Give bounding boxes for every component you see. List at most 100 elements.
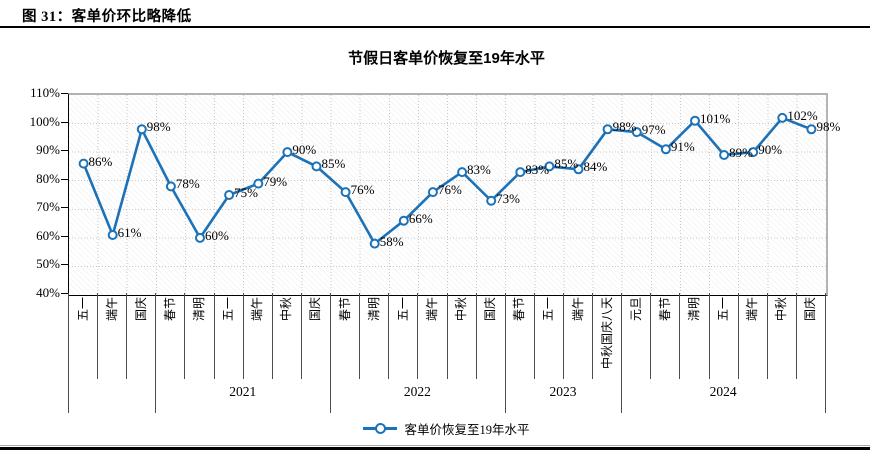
data-point-marker (107, 230, 118, 240)
data-point-marker (544, 161, 555, 172)
x-axis-label: 春节 (162, 297, 177, 322)
data-point-label: 101% (699, 110, 731, 126)
data-point-marker (806, 124, 817, 135)
x-cell-separator (475, 293, 477, 379)
data-point-marker (224, 190, 235, 200)
y-axis-label: 50% (36, 256, 60, 272)
y-axis-tick (61, 178, 68, 180)
plot-area (68, 93, 828, 296)
data-point-label: 85% (321, 156, 346, 172)
x-cell-separator (242, 293, 244, 379)
data-point-marker (457, 167, 468, 178)
x-cell-separator (300, 293, 302, 379)
data-point-marker (631, 127, 642, 138)
data-point-marker (690, 115, 700, 126)
data-point-label: 97% (641, 122, 666, 138)
x-axis-label: 国庆 (483, 297, 498, 322)
data-point-label: 61% (117, 225, 142, 240)
year-group-separator (155, 293, 157, 413)
x-axis-label: 中秋 (774, 297, 789, 322)
bottom-rule (0, 447, 870, 450)
x-axis-label: 国庆 (133, 297, 148, 322)
year-group-label: 2021 (229, 384, 257, 399)
x-cell-separator (126, 293, 128, 379)
data-point-marker (195, 232, 205, 243)
y-axis-label: 70% (36, 199, 60, 215)
data-point-marker (427, 187, 438, 198)
data-point-label: 66% (408, 210, 433, 226)
data-point-marker (719, 150, 730, 160)
x-cell-separator (446, 293, 448, 379)
data-point-label: 83% (467, 162, 491, 178)
data-point-label: 98% (816, 119, 841, 135)
data-point-marker (660, 144, 671, 155)
y-axis-label: 100% (29, 113, 60, 129)
y-axis-tick (61, 293, 68, 294)
y-axis-tick (61, 93, 68, 94)
x-axis-label: 五一 (395, 297, 410, 322)
x-cell-separator (766, 293, 768, 379)
y-axis-label: 80% (36, 170, 60, 186)
data-point-marker (369, 238, 380, 249)
x-axis-label: 端午 (250, 297, 265, 322)
data-point-label: 73% (496, 190, 521, 206)
x-axis-label: 元旦 (628, 297, 643, 322)
y-axis-label: 90% (36, 142, 60, 158)
x-axis-label: 端午 (570, 297, 585, 322)
x-cell-separator (271, 293, 273, 379)
x-axis-label: 五一 (716, 297, 731, 322)
data-point-label: 76% (437, 182, 462, 198)
x-cell-separator (708, 293, 710, 379)
legend-label: 客单价恢复至19年水平 (404, 423, 530, 437)
y-axis-label: 60% (36, 227, 60, 243)
x-axis-label: 端午 (745, 297, 760, 322)
x-cell-separator (417, 293, 419, 379)
chart-legend: 客单价恢复至19年水平 (68, 419, 825, 438)
year-group-separator (68, 293, 69, 413)
year-group-separator (330, 293, 332, 413)
data-point-marker (253, 178, 264, 189)
y-axis-tick (61, 121, 68, 123)
x-cell-separator (592, 293, 594, 379)
x-cell-separator (388, 293, 390, 379)
data-point-label: 90% (758, 142, 783, 158)
header-rule (0, 26, 870, 28)
x-axis-label: 春节 (337, 297, 352, 322)
data-point-marker (340, 187, 351, 198)
x-cell-separator (562, 293, 564, 379)
data-point-marker (311, 161, 322, 172)
x-axis-label: 清明 (192, 297, 207, 322)
data-point-label: 89% (729, 145, 753, 160)
data-point-label: 91% (670, 139, 695, 155)
x-axis-label: 中秋 (454, 297, 469, 322)
year-group-label: 2024 (709, 384, 737, 399)
x-axis-label: 端午 (104, 297, 119, 322)
figure-caption: 图 31：客单价环比略降低 (22, 9, 192, 25)
data-point-label: 98% (146, 119, 171, 135)
bottom-rule-light (0, 445, 870, 446)
x-cell-separator (184, 293, 186, 379)
year-group-label: 2023 (549, 384, 577, 399)
y-axis-label: 40% (36, 285, 60, 300)
data-point-label: 60% (205, 227, 229, 243)
x-axis-label: 五一 (75, 297, 90, 322)
chart-title: 节假日客单价恢复至19年水平 (348, 50, 545, 67)
data-point-marker (165, 181, 176, 192)
data-point-label: 79% (263, 173, 288, 189)
legend-line-marker-icon (363, 423, 398, 434)
x-cell-separator (650, 293, 652, 379)
x-axis-label: 春节 (512, 297, 527, 322)
line-chart-canvas (69, 95, 826, 295)
y-axis-tick (61, 264, 68, 266)
data-point-label: 78% (175, 176, 200, 192)
year-group-label: 2022 (403, 384, 431, 399)
x-axis-label: 清明 (686, 297, 701, 322)
x-axis-label: 中秋国庆八天 (599, 297, 614, 370)
data-point-label: 86% (88, 153, 113, 169)
x-axis-label: 中秋 (279, 297, 294, 322)
x-axis-label: 国庆 (308, 297, 323, 322)
x-axis-label: 五一 (541, 297, 556, 322)
data-point-label: 75% (234, 185, 258, 200)
data-point-label: 83% (525, 162, 550, 178)
